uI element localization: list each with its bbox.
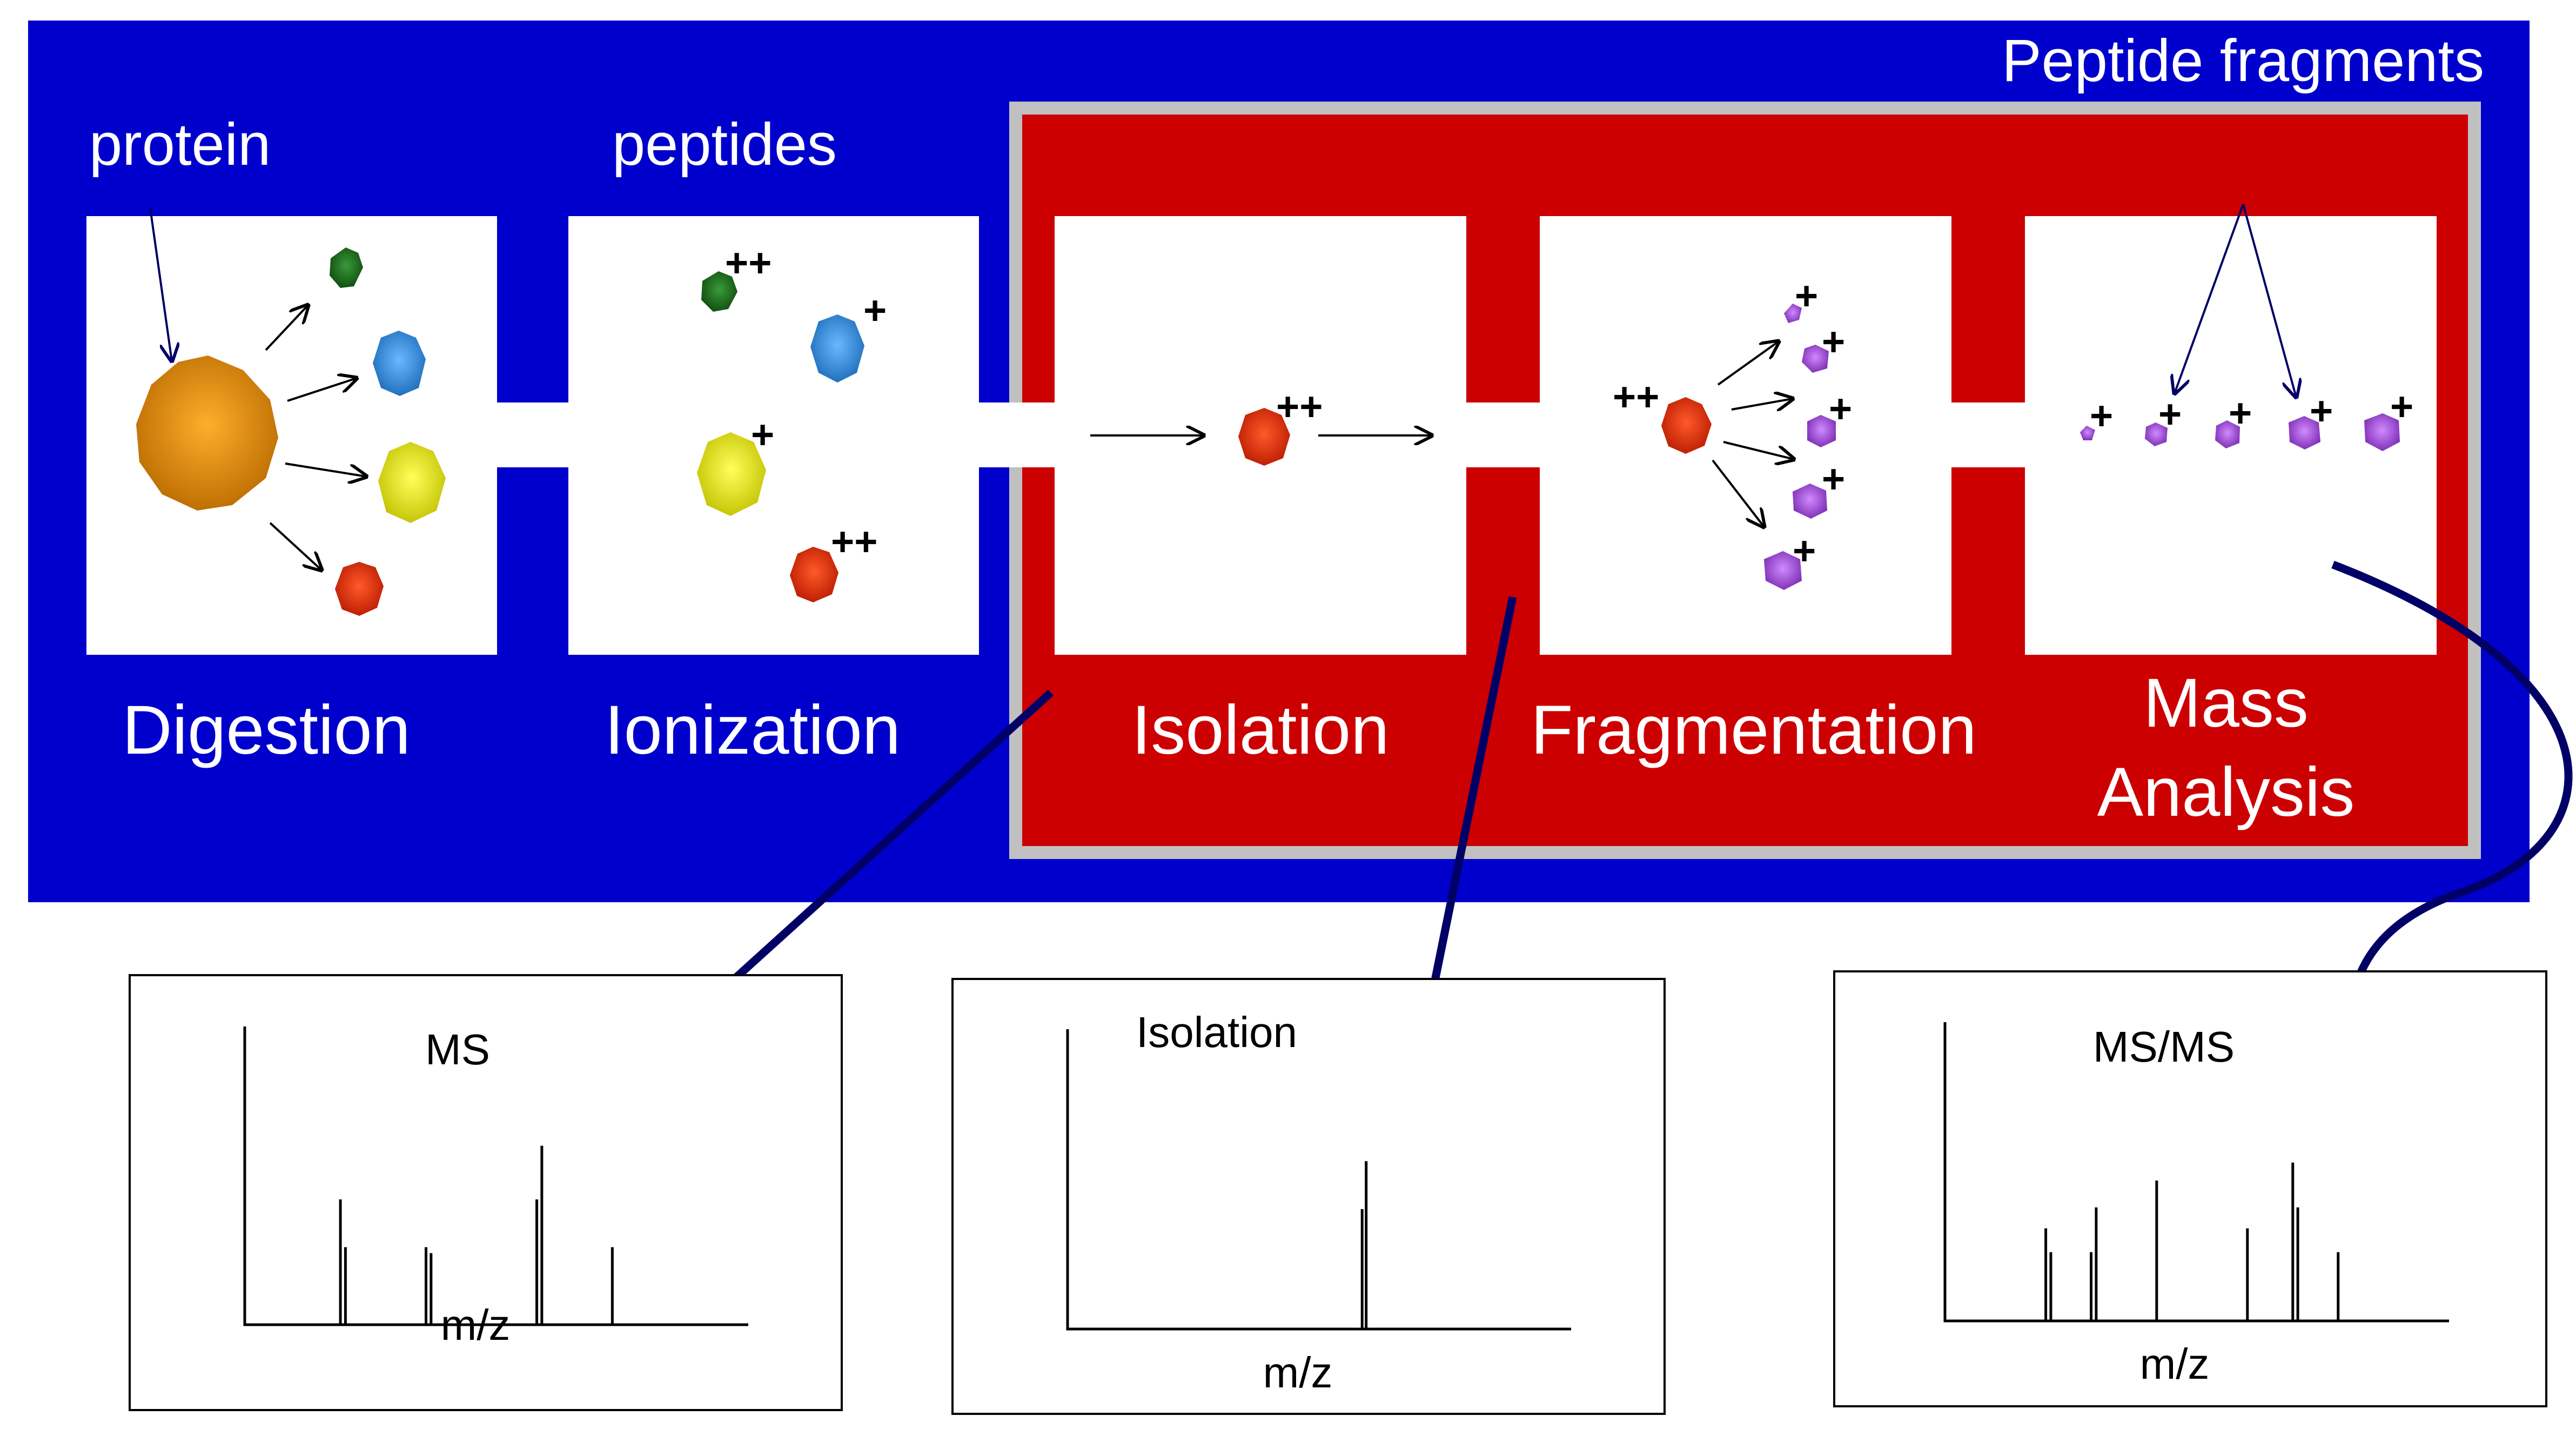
ms-spectrum-panel: MS m/z bbox=[129, 974, 843, 1411]
spectrum-axes bbox=[1066, 1029, 1571, 1331]
red-ion-charge: ++ bbox=[831, 519, 877, 564]
msms-spectrum-title: MS/MS bbox=[2093, 1023, 2235, 1071]
stage-label-analysis: Analysis bbox=[2097, 754, 2355, 831]
frag-arrow-1 bbox=[1717, 341, 1779, 386]
fragment-5-charge: + bbox=[1793, 528, 1816, 573]
stage-box-ionization bbox=[568, 216, 979, 655]
digest-arrow-4 bbox=[269, 522, 321, 570]
stage-box-fragmentation bbox=[1540, 216, 1951, 655]
blue-ion bbox=[810, 314, 864, 383]
frag-arrow-4 bbox=[1712, 459, 1764, 527]
fragments-pointer-right bbox=[2242, 204, 2296, 397]
fragment-4-charge: + bbox=[1822, 457, 1845, 501]
isolation-spectrum-title: Isolation bbox=[1136, 1008, 1297, 1056]
sorted-fragment-2 bbox=[2145, 422, 2168, 446]
msms-spectrum-xlabel: m/z bbox=[2140, 1340, 2210, 1388]
sorted-fragment-1-charge: + bbox=[2090, 393, 2113, 438]
yellow-ion-charge: + bbox=[751, 412, 774, 457]
digest-arrow-3 bbox=[285, 462, 366, 477]
sorted-fragment-2-charge: + bbox=[2158, 392, 2182, 437]
green-ion bbox=[701, 271, 737, 312]
ms-spectrum-title: MS bbox=[425, 1025, 490, 1073]
stage-label-digestion: Digestion bbox=[122, 692, 411, 769]
fragment-2-charge: + bbox=[1822, 319, 1845, 364]
isolated-ion bbox=[1238, 408, 1290, 466]
ms-spectrum-plot bbox=[243, 1026, 748, 1326]
ms-spectrum-frame bbox=[129, 974, 843, 1411]
yellow-peptide bbox=[378, 442, 446, 523]
digest-arrow-1 bbox=[265, 305, 308, 351]
sorted-fragment-4-charge: + bbox=[2310, 388, 2333, 433]
msms-spectrum-plot bbox=[1943, 1022, 2449, 1323]
stage-label-mass: Mass bbox=[2143, 665, 2309, 742]
red-peptide bbox=[335, 562, 384, 616]
spectrum-axes bbox=[243, 1026, 748, 1326]
blue-peptide bbox=[373, 331, 426, 396]
green-ion-charge: ++ bbox=[725, 240, 772, 285]
precursor-ion bbox=[1661, 397, 1712, 454]
digest-arrow-2 bbox=[287, 378, 357, 402]
sorted-fragment-5-charge: + bbox=[2390, 384, 2413, 429]
fragment-3-charge: + bbox=[1829, 386, 1852, 431]
fragment-5 bbox=[1764, 551, 1802, 590]
precursor-ion-charge: ++ bbox=[1613, 374, 1659, 419]
sorted-fragment-5 bbox=[2364, 413, 2400, 451]
stage-label-fragmentation: Fragmentation bbox=[1531, 692, 1976, 769]
fragments-pointer-left bbox=[2175, 204, 2244, 393]
green-peptide bbox=[330, 247, 363, 288]
fragment-3 bbox=[1807, 415, 1836, 447]
spectrum-axes bbox=[1943, 1022, 2449, 1323]
msms-spectrum-frame bbox=[1833, 970, 2547, 1407]
frag-arrow-2 bbox=[1731, 399, 1793, 410]
isolation-spectrum-panel: Isolation m/z bbox=[951, 978, 1666, 1415]
protein-pointer-arrow bbox=[149, 207, 172, 361]
sorted-fragment-1 bbox=[2080, 426, 2095, 440]
fragment-1 bbox=[1784, 304, 1802, 323]
peptides-label: peptides bbox=[612, 111, 837, 178]
stage-label-isolation: Isolation bbox=[1132, 692, 1390, 769]
peptide-fragments-label: Peptide fragments bbox=[2002, 28, 2484, 94]
stage-label-ionization: Ionization bbox=[605, 692, 901, 769]
fragment-1-charge: + bbox=[1795, 273, 1818, 318]
msms-spectrum-panel: MS/MS m/z bbox=[1833, 970, 2547, 1407]
isolated-ion-charge: ++ bbox=[1276, 384, 1323, 429]
fragment-2 bbox=[1802, 345, 1829, 373]
sorted-fragment-3-charge: + bbox=[2229, 391, 2252, 435]
isolation-spectrum-xlabel: m/z bbox=[1263, 1348, 1333, 1397]
sorted-fragment-3 bbox=[2215, 420, 2240, 448]
fragment-4 bbox=[1793, 484, 1827, 519]
blue-ion-charge: + bbox=[863, 288, 887, 333]
sorted-fragment-4 bbox=[2289, 416, 2320, 449]
protein-label: protein bbox=[89, 111, 271, 178]
yellow-ion bbox=[697, 432, 766, 516]
isolation-spectrum-plot bbox=[1066, 1029, 1571, 1331]
frag-arrow-3 bbox=[1723, 441, 1794, 459]
protein-molecule bbox=[136, 355, 278, 511]
isolation-spectrum-frame bbox=[951, 978, 1666, 1415]
red-ion bbox=[790, 547, 838, 602]
msms-spectrum-arrow bbox=[2331, 561, 2573, 1022]
